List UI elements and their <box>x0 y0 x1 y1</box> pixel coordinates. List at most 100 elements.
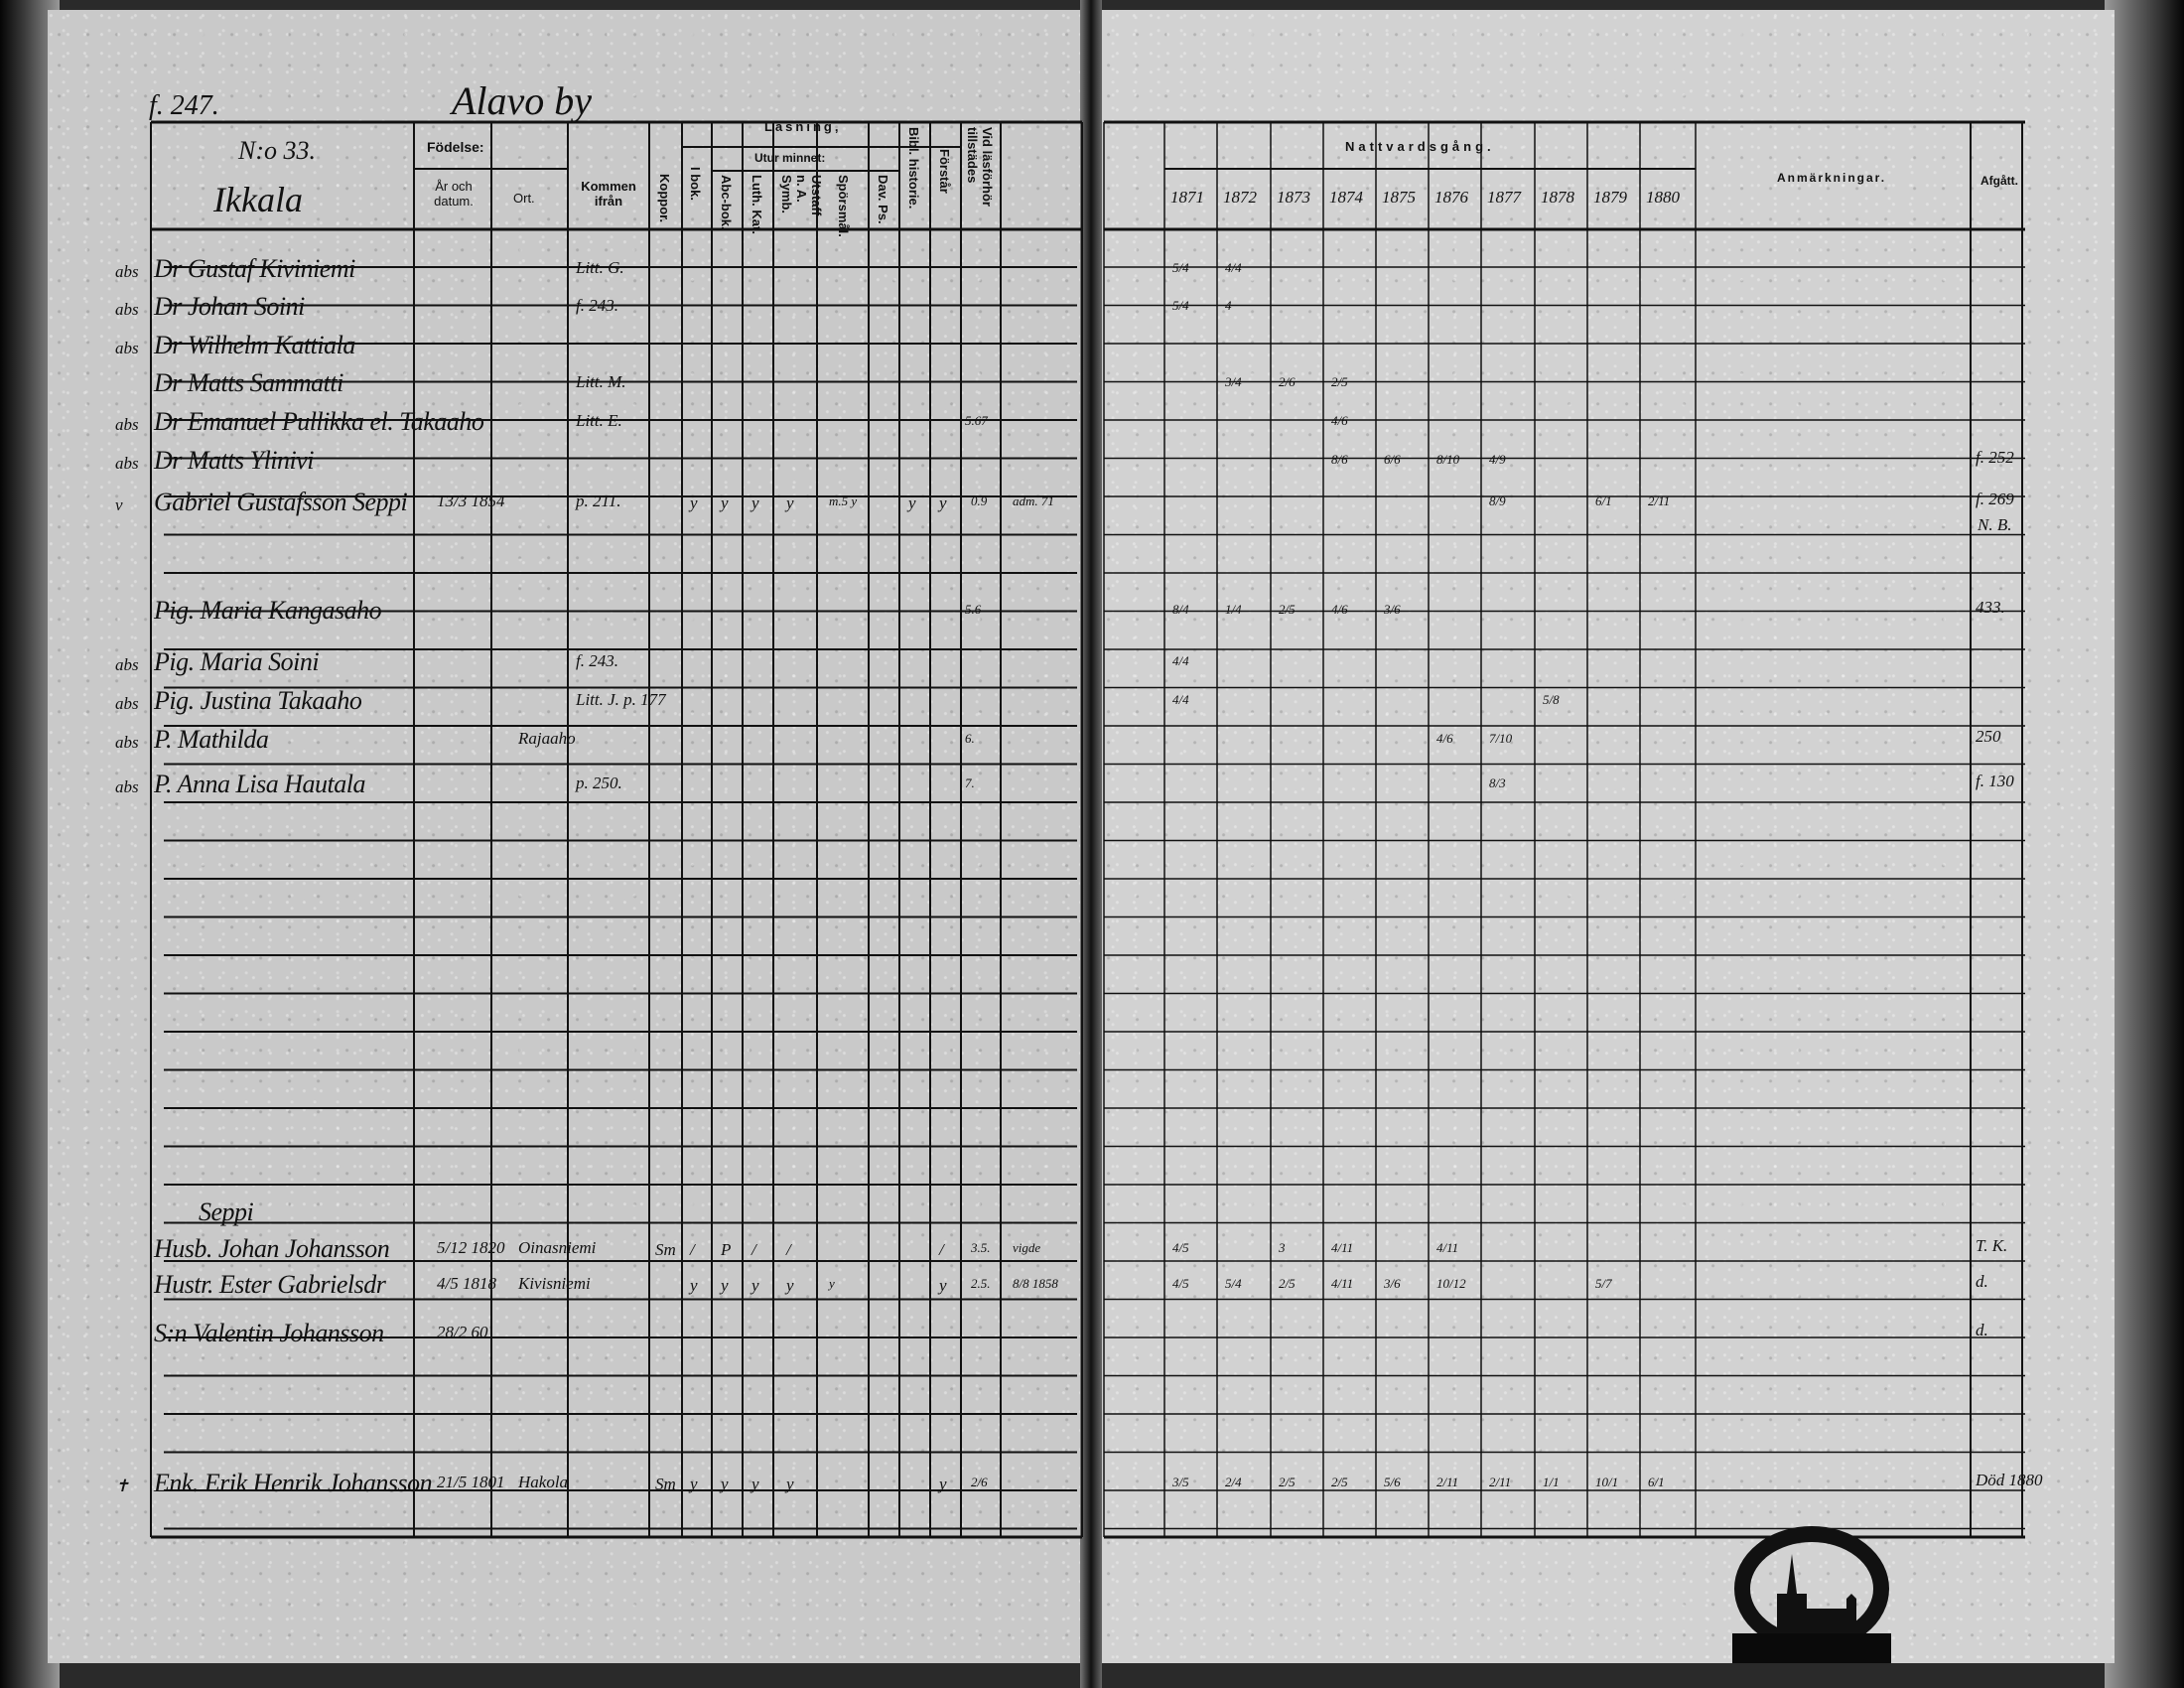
header-remarks: Anmärkningar. <box>1777 171 1887 185</box>
year-header-1876: 1876 <box>1434 188 1468 207</box>
mark-ibok: / <box>690 1240 695 1259</box>
village-title: Alavo by <box>452 78 593 123</box>
came-from: Litt. E. <box>576 411 622 430</box>
margin-mark: abs <box>115 262 139 281</box>
birth-date: 21/5 1801 <box>437 1473 505 1491</box>
folio-number: f. 247. <box>149 90 219 121</box>
person-name: Dr Gustaf Kiviniemi <box>154 254 355 283</box>
person-name: S:n Valentin Johansson <box>154 1319 384 1347</box>
mark-luth: y <box>751 1475 759 1493</box>
communion-1880: 6/1 <box>1648 1475 1665 1489</box>
communion-1871: 5/4 <box>1172 298 1189 313</box>
communion-1875: 5/6 <box>1384 1475 1401 1489</box>
margin-mark: abs <box>115 300 139 319</box>
present-mark: 5.67 <box>965 413 988 428</box>
mark-abc: y <box>721 493 729 512</box>
communion-1872: 3/4 <box>1225 374 1242 389</box>
person-name: Dr Matts Ylinivi <box>154 446 315 475</box>
mark-luth: y <box>751 1276 759 1295</box>
came-from: Litt. M. <box>576 372 626 391</box>
birth-place: Kivisniemi <box>518 1274 591 1293</box>
person-name: Dr Wilhelm Kattiala <box>154 331 355 359</box>
communion-1873: 2/5 <box>1279 602 1296 617</box>
person-name: Pig. Maria Kangasaho <box>154 596 382 625</box>
margin-mark: v <box>115 495 123 514</box>
header-present: Vid läsförhör tillstädes <box>965 127 995 207</box>
person-name: Seppi <box>199 1197 254 1226</box>
communion-1877: 8/3 <box>1489 775 1506 790</box>
margin-mark: abs <box>115 694 139 713</box>
communion-1872: 1/4 <box>1225 602 1242 617</box>
header-understands: Förstår <box>937 149 952 194</box>
departed-ref: T. K. <box>1976 1236 2008 1255</box>
year-header-1879: 1879 <box>1593 188 1627 207</box>
book-gutter <box>1080 0 1102 1688</box>
communion-1872: 2/4 <box>1225 1475 1242 1489</box>
year-header-1874: 1874 <box>1329 188 1363 207</box>
mark-abc: P <box>721 1240 732 1259</box>
departed-ref: 250 <box>1976 727 2001 746</box>
communion-1871: 4/4 <box>1172 692 1189 707</box>
mark-forst: y <box>939 493 947 512</box>
person-name: Gabriel Gustafsson Seppi <box>154 488 408 516</box>
margin-mark: abs <box>115 733 139 752</box>
person-name: Dr Matts Sammatti <box>154 368 343 397</box>
person-name: Dr Johan Soini <box>154 292 305 321</box>
departed-ref: d. <box>1976 1321 1988 1339</box>
communion-1871: 5/4 <box>1172 260 1189 275</box>
header-communion: Nattvardsgång. <box>1345 139 1495 154</box>
communion-1876: 8/10 <box>1436 452 1460 467</box>
communion-1873: 2/5 <box>1279 1475 1296 1489</box>
mark-abc: y <box>721 1276 729 1295</box>
came-from: f. 243. <box>576 296 618 315</box>
communion-1874: 2/5 <box>1331 374 1348 389</box>
header-by-heart: Utur minnet: <box>754 151 826 165</box>
present-mark: 7. <box>965 775 975 790</box>
mark-vid: 2.5. <box>971 1276 991 1291</box>
header-bible: Bibl. historie. <box>906 127 921 210</box>
year-header-1873: 1873 <box>1277 188 1310 207</box>
mark-vid: 2/6 <box>971 1475 988 1489</box>
mark-hist: / <box>786 1240 791 1259</box>
communion-1880: 2/11 <box>1648 493 1671 508</box>
birth-date: 4/5 1818 <box>437 1274 496 1293</box>
year-header-1880: 1880 <box>1646 188 1680 207</box>
communion-1874: 4/6 <box>1331 413 1348 428</box>
communion-1871: 4/5 <box>1172 1240 1189 1255</box>
came-from: Litt. J. p. 177 <box>576 690 666 709</box>
person-name: Dr Emanuel Pullikka el. Takaaho <box>154 407 484 436</box>
came-from: p. 211. <box>576 492 621 510</box>
birth-place: Rajaaho <box>518 729 576 748</box>
mark-forst: y <box>939 1475 947 1493</box>
communion-1876: 4/11 <box>1436 1240 1459 1255</box>
header-smallpox: Koppor. <box>657 174 672 223</box>
person-name: Pig. Maria Soini <box>154 647 320 676</box>
parish-stamp <box>1732 1526 1891 1663</box>
communion-1877: 2/11 <box>1489 1475 1512 1489</box>
communion-1876: 2/11 <box>1436 1475 1459 1489</box>
margin-mark: abs <box>115 415 139 434</box>
departed-ref: f. 130 <box>1976 772 2014 790</box>
departed-ref: f. 269 <box>1976 490 2014 508</box>
remark-note: N. B. <box>1978 515 2012 534</box>
communion-1872: 4/4 <box>1225 260 1242 275</box>
birth-date: 28/2 60 <box>437 1323 488 1341</box>
header-symb: Utstaff n. A. Symb. <box>779 175 824 216</box>
mark-spors: y <box>829 1276 835 1291</box>
communion-1875: 3/6 <box>1384 602 1401 617</box>
communion-1873: 2/5 <box>1279 1276 1296 1291</box>
header-abc: Abc-bok. <box>719 175 734 230</box>
came-from: p. 250. <box>576 774 622 792</box>
birth-date: 5/12 1820 <box>437 1238 505 1257</box>
header-luther: Luth. Kat. <box>750 175 764 234</box>
year-header-1877: 1877 <box>1487 188 1521 207</box>
departed-ref: f. 252 <box>1976 448 2014 467</box>
margin-mark: abs <box>115 777 139 796</box>
mark-abc: y <box>721 1475 729 1493</box>
communion-1877: 4/9 <box>1489 452 1506 467</box>
header-questions: Spörsmål. <box>836 175 851 237</box>
present-mark: 5.6 <box>965 602 982 617</box>
communion-1879: 5/7 <box>1595 1276 1612 1291</box>
communion-1878: 1/1 <box>1543 1475 1560 1489</box>
header-in-book: I bok. <box>688 167 703 201</box>
